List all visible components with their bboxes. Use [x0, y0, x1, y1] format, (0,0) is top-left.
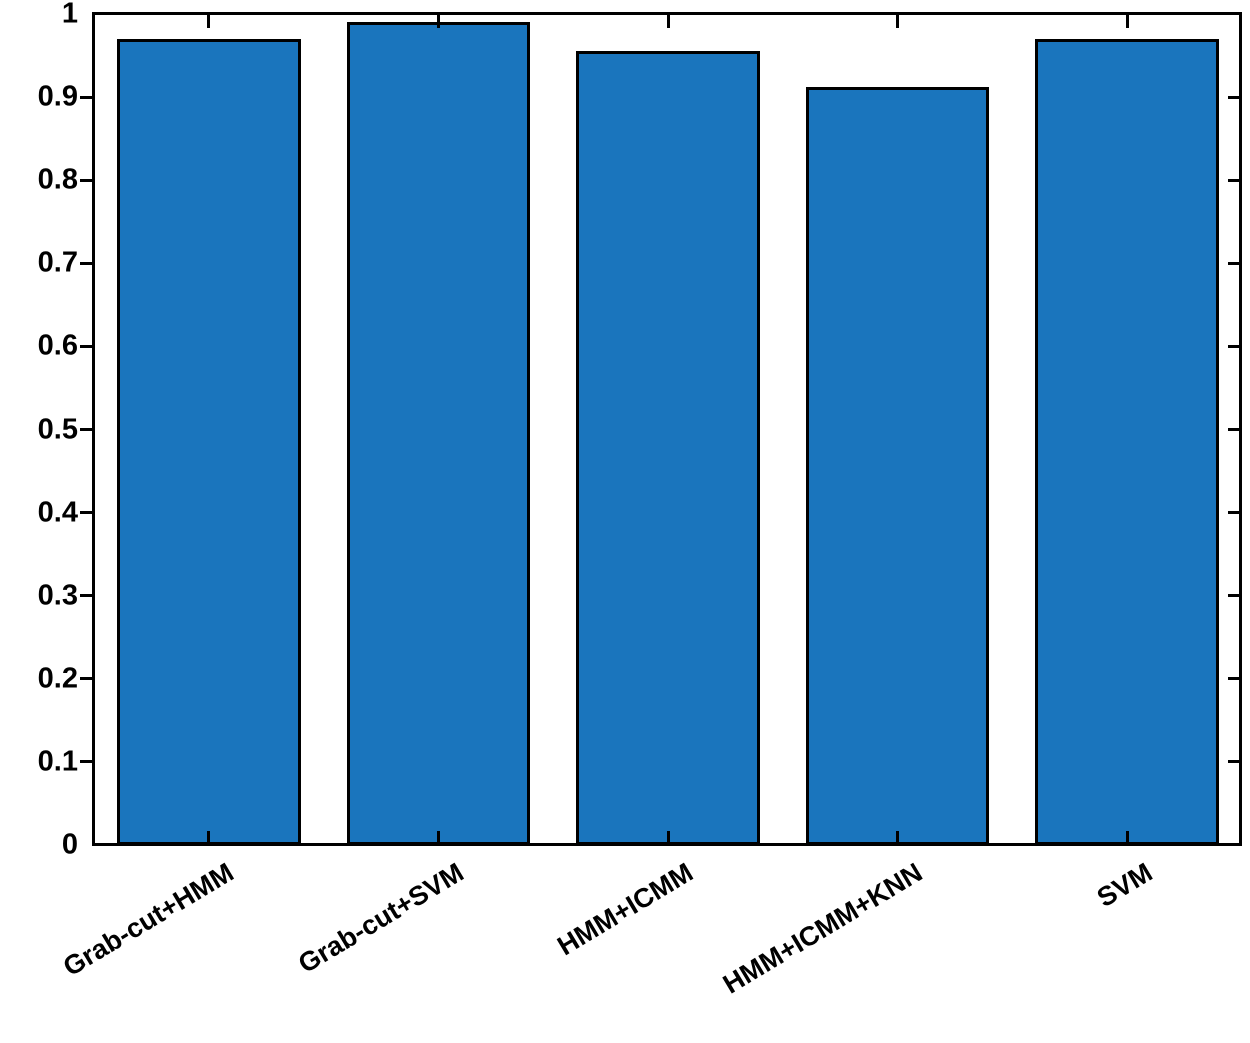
y-axis-left-tick	[80, 760, 94, 764]
x-axis-bottom-tick	[1125, 831, 1129, 845]
y-tick-label: 0.1	[37, 745, 78, 778]
x-axis-top-tick	[436, 14, 440, 28]
x-axis-bottom-tick	[896, 831, 900, 845]
x-tick-label: SVM	[1091, 857, 1158, 913]
y-axis-right-tick	[1228, 261, 1242, 265]
y-axis-left-tick	[80, 511, 94, 515]
x-tick-label: HMM+ICMM+KNN	[717, 857, 928, 1000]
y-axis-right-tick	[1228, 428, 1242, 431]
y-axis-right-tick	[1228, 178, 1242, 182]
y-tick-label: 0.3	[37, 579, 78, 612]
y-axis-right-tick	[1228, 677, 1242, 681]
y-axis-left-tick	[80, 95, 94, 99]
y-axis-left-tick	[80, 677, 94, 681]
x-axis-bottom-tick	[436, 831, 440, 845]
y-axis-left-tick	[80, 261, 94, 265]
y-axis-left-tick	[80, 178, 94, 182]
x-tick-label: Grab-cut+HMM	[58, 857, 239, 983]
x-tick-label: HMM+ICMM	[551, 857, 698, 962]
y-tick-label: 0.9	[37, 80, 78, 113]
y-tick-label: 0.6	[37, 329, 78, 362]
y-axis-left-tick	[80, 344, 94, 348]
bar	[116, 38, 301, 845]
y-axis-left-tick	[80, 594, 94, 598]
y-tick-label: 0.5	[37, 413, 78, 445]
y-tick-label: 0	[61, 828, 78, 861]
x-axis-bottom-tick	[207, 831, 211, 845]
y-axis-right-tick	[1228, 511, 1242, 515]
y-axis-right-tick	[1228, 594, 1242, 598]
y-axis-right-tick	[1228, 760, 1242, 764]
bar	[576, 50, 760, 845]
x-axis-top-tick	[1125, 14, 1129, 28]
y-tick-label: 0.4	[37, 496, 78, 529]
y-tick-label: 0.7	[37, 246, 78, 279]
y-axis-right-tick	[1228, 95, 1242, 99]
x-axis-top-tick	[896, 14, 900, 28]
x-tick-label: Grab-cut+SVM	[292, 857, 469, 980]
x-axis-top-tick	[207, 14, 211, 28]
y-tick-label: 1	[61, 0, 78, 30]
x-axis-top-tick	[666, 14, 670, 28]
bar	[805, 87, 990, 845]
y-axis-left-tick	[80, 428, 94, 431]
y-tick-label: 0.2	[37, 662, 78, 695]
y-axis-right-tick	[1228, 344, 1242, 348]
y-tick-label: 0.8	[37, 163, 78, 196]
x-axis-bottom-tick	[666, 831, 670, 845]
bar	[346, 22, 531, 845]
bar	[1035, 38, 1220, 845]
